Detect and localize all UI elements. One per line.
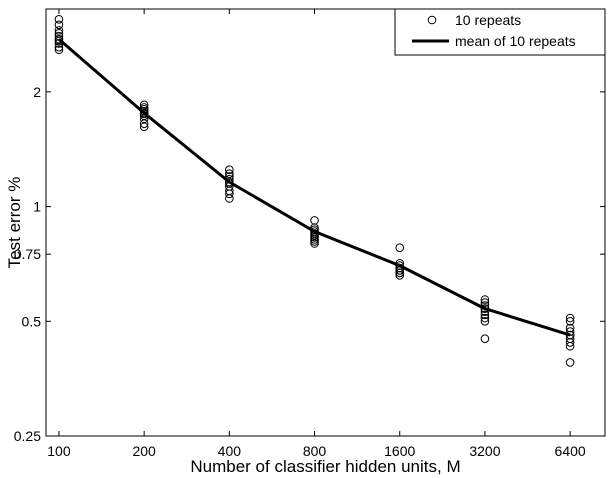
repeat-point — [225, 165, 234, 174]
legend-label-mean: mean of 10 repeats — [455, 33, 576, 49]
x-tick-label: 200 — [132, 443, 156, 459]
x-tick-label: 6400 — [555, 443, 586, 459]
y-tick-label: 0.75 — [14, 246, 41, 262]
plot-frame — [45, 8, 606, 437]
y-tick-label: 0.5 — [22, 313, 42, 329]
y-tick-label: 0.25 — [14, 428, 41, 444]
x-axis-title: Number of classifier hidden units, M — [190, 457, 460, 476]
repeat-point — [565, 341, 575, 351]
labels-layer: 100 200 400 800 1600 3200 6400 0.25 0.5 0.75 1 2 — [14, 84, 586, 459]
x-tick-label: 400 — [218, 443, 242, 459]
repeat-point — [54, 20, 64, 30]
repeat-point — [480, 334, 490, 344]
repeat-point — [565, 323, 575, 333]
x-tick-label: 1600 — [384, 443, 415, 459]
repeat-point — [395, 271, 405, 280]
repeat-point — [480, 298, 490, 307]
repeat-point — [225, 194, 234, 203]
x-tick-label: 800 — [303, 443, 327, 459]
repeat-point — [310, 239, 319, 248]
repeat-point — [395, 268, 405, 278]
repeat-point — [139, 119, 149, 129]
repeat-point — [565, 338, 575, 347]
repeat-point — [139, 100, 149, 110]
repeat-point — [480, 313, 490, 323]
repeat-point — [310, 235, 319, 244]
repeat-point — [310, 237, 319, 246]
repeat-point — [395, 243, 405, 253]
mean-line — [57, 38, 571, 337]
repeat-point — [139, 122, 149, 132]
repeat-point — [54, 15, 64, 24]
y-axis-title: Test error % — [5, 177, 24, 269]
legend-label-repeats: 10 repeats — [455, 12, 521, 28]
repeat-point — [565, 313, 575, 323]
repeat-point — [54, 26, 64, 35]
repeat-point — [225, 169, 234, 178]
x-tick-label: 100 — [47, 443, 71, 459]
repeat-point — [225, 189, 234, 199]
y-tick-label: 2 — [33, 84, 41, 100]
legend-marker-circle — [427, 15, 437, 25]
y-tick-label: 1 — [33, 199, 41, 215]
repeat-point — [565, 358, 575, 367]
repeat-point — [54, 45, 64, 55]
repeat-point — [480, 310, 490, 320]
repeat-point — [565, 316, 575, 326]
legend: 10 repeats mean of 10 repeats — [394, 8, 606, 56]
marks-layer — [54, 15, 575, 367]
repeat-point — [480, 295, 490, 304]
repeat-point — [54, 42, 64, 52]
repeat-point — [480, 316, 490, 326]
x-tick-label: 3200 — [469, 443, 500, 459]
